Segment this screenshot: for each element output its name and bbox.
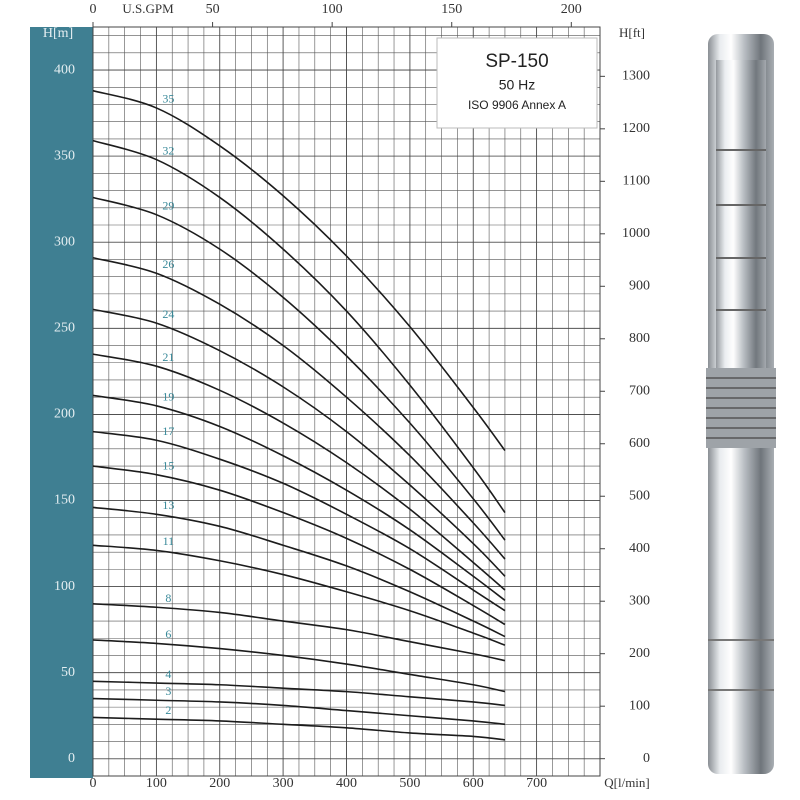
x-tick-label: 600 [463,776,484,791]
x2-tick-label: 150 [441,2,462,17]
y-tick-label: 0 [68,751,75,766]
y-tick-label: 200 [54,407,75,422]
x-tick-label: 100 [146,776,167,791]
curve-label: 26 [162,257,174,271]
curve-label: 21 [162,350,174,364]
x2-tick-label: 0 [90,2,97,17]
y-tick-label: 100 [54,579,75,594]
x-tick-label: 700 [526,776,547,791]
y2-tick-label: 1300 [622,69,650,84]
y2-axis-title: H[ft] [619,25,645,40]
curve-label: 2 [165,703,171,717]
y2-tick-label: 300 [629,593,650,608]
pump-curve [92,506,506,638]
y2-tick-label: 0 [643,751,650,766]
curve-label: 32 [162,143,174,157]
pump-curve [92,89,506,452]
x-tick-label: 200 [209,776,230,791]
curve-label: 19 [162,390,174,404]
curve-label: 29 [162,198,174,212]
y2-tick-label: 400 [629,541,650,556]
curve-label: 17 [162,424,174,438]
y-tick-label: 400 [54,62,75,77]
y2-tick-label: 1200 [622,121,650,136]
y2-tick-label: 500 [629,488,650,503]
curve-label: 11 [163,534,175,548]
pump-curve [92,544,506,646]
y2-tick-label: 1000 [622,226,650,241]
x2-axis-title: U.S.GPM [122,1,174,16]
y-tick-label: 300 [54,234,75,249]
pump-image [706,34,776,774]
x-axis-title: Q[l/min] [604,775,650,790]
y2-tick-label: 800 [629,331,650,346]
curve-label: 24 [162,307,174,321]
curve-label: 8 [165,591,171,605]
pump-curve [92,139,506,514]
curve-label: 35 [162,92,174,106]
x-tick-label: 400 [336,776,357,791]
y2-tick-label: 700 [629,383,650,398]
pump-curve [92,196,506,541]
y-tick-label: 150 [54,493,75,508]
curve-label: 6 [165,627,171,641]
y2-tick-label: 200 [629,646,650,661]
pump-curve [92,697,506,726]
frequency: 50 Hz [499,77,536,93]
pump-curve [92,353,506,591]
y2-tick-label: 900 [629,279,650,294]
curve-label: 13 [162,498,174,512]
pump-curve [92,680,506,707]
pump-curve [92,639,506,693]
curve-label: 4 [165,667,171,681]
x-tick-label: 0 [90,776,97,791]
y-tick-label: 250 [54,321,75,336]
y-tick-label: 350 [54,148,75,163]
y2-tick-label: 100 [629,698,650,713]
x2-tick-label: 50 [206,2,220,17]
model-title: SP-150 [485,51,548,72]
y2-tick-label: 600 [629,436,650,451]
x2-tick-label: 100 [322,2,343,17]
pump-curve [92,308,506,577]
y2-tick-label: 1100 [623,174,650,189]
standard: ISO 9906 Annex A [468,98,566,112]
pump-curve [92,716,506,741]
y-axis-title: H[m] [43,26,73,41]
y-tick-label: 50 [61,665,75,680]
legend-box [436,37,598,129]
axis-band [30,27,93,778]
pump-curve [92,430,506,612]
curve-label: 15 [162,458,174,472]
pump-curve [92,256,506,560]
curve-label: 3 [165,684,171,698]
pump-curve [92,394,506,602]
pump-curve [92,603,506,662]
x2-tick-label: 200 [561,2,582,17]
pump-curve [92,465,506,626]
x-tick-label: 500 [399,776,420,791]
x-tick-label: 300 [273,776,294,791]
